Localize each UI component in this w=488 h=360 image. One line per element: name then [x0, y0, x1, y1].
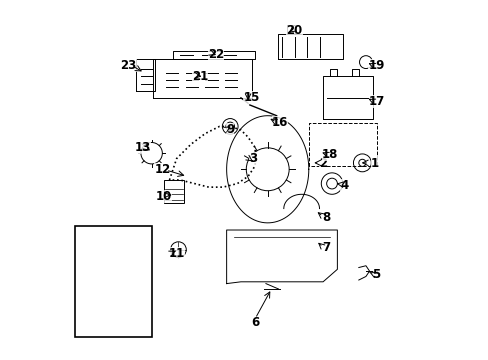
- Text: 22: 22: [207, 48, 224, 61]
- Bar: [164, 180, 183, 203]
- Text: 20: 20: [286, 24, 302, 37]
- Bar: [75, 226, 151, 337]
- Text: 11: 11: [168, 247, 184, 260]
- Text: 8: 8: [322, 211, 330, 224]
- Text: 13: 13: [134, 141, 150, 154]
- Text: 5: 5: [372, 268, 380, 281]
- Text: 18: 18: [322, 148, 338, 162]
- Text: 6: 6: [250, 316, 259, 329]
- Text: 19: 19: [368, 59, 384, 72]
- Text: 3: 3: [249, 152, 257, 165]
- Text: 10: 10: [156, 190, 172, 203]
- Text: 1: 1: [370, 157, 378, 170]
- Text: 4: 4: [340, 179, 348, 192]
- Text: 7: 7: [322, 241, 330, 255]
- Text: 21: 21: [191, 70, 207, 83]
- Text: 15: 15: [243, 91, 259, 104]
- Text: 16: 16: [271, 116, 288, 129]
- Text: 23: 23: [120, 59, 136, 72]
- Text: 17: 17: [368, 95, 384, 108]
- Text: 2: 2: [318, 157, 326, 170]
- Text: 14: 14: [80, 279, 96, 292]
- Text: 9: 9: [225, 123, 234, 136]
- Text: 12: 12: [154, 163, 170, 176]
